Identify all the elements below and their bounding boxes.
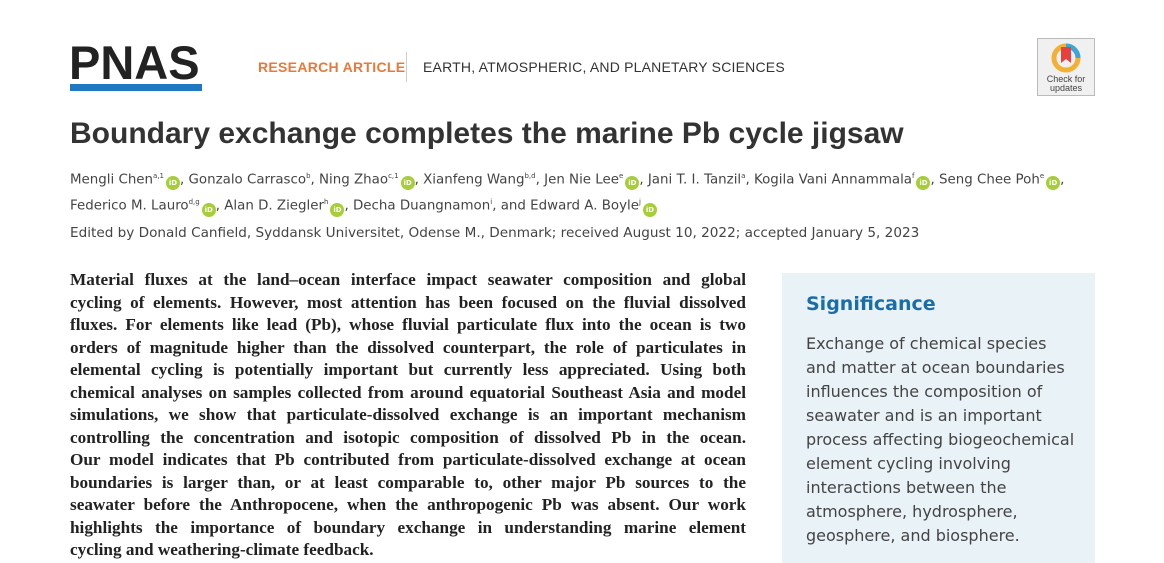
- abstract-line: cycling of elements. However, most atten…: [70, 292, 746, 312]
- significance-line: Exchange of chemical species: [806, 334, 1047, 353]
- significance-line: seawater and is an important: [806, 406, 1042, 425]
- significance-line: geosphere, and biosphere.: [806, 526, 1020, 545]
- significance-line: element cycling involving: [806, 454, 1011, 473]
- abstract-line: controlling the concentration and isotop…: [70, 427, 746, 447]
- author-list: Mengli Chena,1iD, Gonzalo Carrascob, Nin…: [70, 165, 1100, 218]
- author[interactable]: Ning Zhao: [319, 172, 389, 188]
- author-affiliation[interactable]: b,d: [524, 172, 536, 180]
- orcid-icon[interactable]: iD: [1046, 176, 1061, 191]
- author[interactable]: Alan D. Ziegler: [224, 198, 324, 214]
- abstract-line: Material fluxes at the land–ocean interf…: [70, 270, 746, 289]
- abstract-line: Our model indicates that Pb contributed …: [70, 450, 746, 469]
- significance-heading: Significance: [806, 293, 936, 315]
- logo-underline: [70, 84, 202, 91]
- check-for-updates-button[interactable]: Check for updates: [1037, 38, 1095, 96]
- abstract-line: chemical analyses on samples collected f…: [70, 382, 746, 402]
- author[interactable]: Kogila Vani Annammala: [753, 172, 913, 188]
- author[interactable]: Jen Nie Lee: [544, 172, 619, 188]
- orcid-icon[interactable]: iD: [642, 202, 657, 217]
- abstract-line: simulations, we show that particulate-di…: [70, 405, 746, 424]
- author-affiliation[interactable]: i: [490, 198, 493, 207]
- author[interactable]: Jani T. I. Tanzil: [647, 172, 742, 188]
- author-affiliation[interactable]: e: [1039, 172, 1045, 180]
- pnas-logo[interactable]: PNAS: [69, 36, 200, 89]
- significance-line: interactions between the: [806, 478, 1007, 497]
- abstract-line: highlights the importance of boundary ex…: [70, 517, 746, 537]
- author-affiliation[interactable]: d,g: [188, 198, 200, 207]
- editor-info: Edited by Donald Canfield, Syddansk Univ…: [70, 225, 920, 241]
- article-section[interactable]: EARTH, ATMOSPHERIC, AND PLANETARY SCIENC…: [423, 59, 785, 75]
- author[interactable]: Mengli Chen: [70, 172, 154, 188]
- orcid-icon[interactable]: iD: [625, 176, 640, 191]
- significance-line: and matter at ocean boundaries: [806, 358, 1065, 377]
- author-affiliation[interactable]: j: [639, 198, 641, 207]
- significance-line: influences the composition of: [806, 382, 1043, 401]
- abstract-line: boundaries is larger than, or at least c…: [70, 472, 746, 492]
- author[interactable]: Gonzalo Carrasco: [188, 172, 307, 188]
- significance-text: Exchange of chemical species and matter a…: [806, 332, 1086, 548]
- author[interactable]: Xianfeng Wang: [423, 172, 525, 188]
- orcid-icon[interactable]: iD: [916, 176, 931, 191]
- author-affiliation[interactable]: b: [306, 172, 311, 180]
- abstract-line: elemental cycling is potentially importa…: [70, 360, 746, 379]
- orcid-icon[interactable]: iD: [166, 176, 181, 191]
- author-affiliation[interactable]: h: [324, 198, 329, 207]
- abstract-line: cycling and weathering-climate feedback.: [70, 540, 374, 559]
- orcid-icon[interactable]: iD: [201, 202, 216, 217]
- abstract-line: orders of magnitude higher than the diss…: [70, 337, 746, 357]
- article-title: Boundary exchange completes the marine P…: [70, 117, 904, 150]
- significance-box: Significance Exchange of chemical specie…: [782, 273, 1095, 563]
- author[interactable]: Seng Chee Poh: [939, 172, 1040, 188]
- author[interactable]: Federico M. Lauro: [70, 198, 189, 214]
- abstract: Material fluxes at the land–ocean interf…: [70, 269, 746, 562]
- author-affiliation[interactable]: a,1: [153, 172, 165, 180]
- author[interactable]: Edward A. Boyle: [530, 198, 640, 214]
- author[interactable]: Decha Duangnamon: [352, 198, 491, 214]
- orcid-icon[interactable]: iD: [400, 176, 415, 191]
- abstract-line: seawater before the Anthropocene, when t…: [70, 495, 746, 514]
- author-affiliation[interactable]: f: [912, 172, 915, 180]
- significance-line: atmosphere, hydrosphere,: [806, 502, 1018, 521]
- check-updates-line2: updates: [1049, 83, 1083, 93]
- significance-line: process affecting biogeochemical: [806, 430, 1075, 449]
- author-affiliation[interactable]: a: [741, 172, 746, 180]
- abstract-line: fluxes. For elements like lead (Pb), who…: [70, 315, 746, 334]
- crossmark-icon: [1051, 43, 1081, 73]
- orcid-icon[interactable]: iD: [330, 202, 345, 217]
- check-updates-line1: Check for: [1046, 74, 1086, 84]
- author-affiliation[interactable]: e: [619, 172, 624, 180]
- author-affiliation[interactable]: c,1: [388, 172, 399, 180]
- divider: [406, 52, 407, 82]
- article-type: RESEARCH ARTICLE: [258, 59, 406, 75]
